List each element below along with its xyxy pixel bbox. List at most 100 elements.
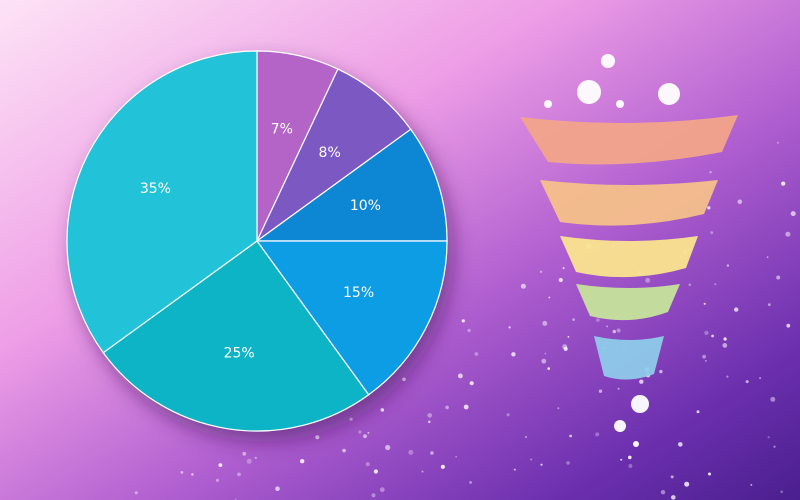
decor-dot [541,358,547,364]
decor-dot [511,352,516,357]
decor-dot [707,206,711,210]
decor-dot [520,283,526,289]
decor-dot [745,380,749,384]
decor-dot [705,360,707,362]
decor-dot [506,413,510,417]
funnel-illustration [520,54,738,447]
decor-dot [726,264,730,267]
decor-dot [703,302,706,305]
bubble [577,80,601,104]
funnel-band [594,336,664,380]
slice-label: 7% [271,122,293,138]
decor-dot [670,475,674,479]
decor-dot [767,436,770,439]
decor-dot [776,141,779,144]
decor-dot [572,318,575,321]
bubble [631,395,649,413]
decor-dot [349,417,353,421]
decor-dot [458,373,463,379]
decor-dot [726,375,729,378]
decor-dot [678,442,683,447]
decor-dot [714,283,717,286]
decor-dot [430,451,434,455]
decor-dot [557,407,560,410]
decor-dot [704,330,709,335]
decor-dot [723,337,727,341]
decor-dot [469,381,474,386]
decor-dot [759,377,762,380]
pie-slice [255,240,448,396]
decor-dot [548,296,551,299]
decor-dot [461,319,465,323]
bubble [616,100,624,108]
decor-dot [628,464,633,468]
decor-dot [237,472,241,477]
decor-dot [342,448,346,453]
decor-dot [702,354,706,359]
decor-dot [562,267,565,270]
decor-dot [567,336,570,338]
decor-dot [785,231,791,237]
decor-dot [275,486,280,492]
bubble [633,441,639,447]
decor-dot [598,389,603,393]
decor-dot [684,481,690,487]
pie-slice [255,128,448,242]
decor-dot [617,387,620,390]
slice-label: 10% [350,198,381,214]
slice-label: 25% [224,346,255,362]
decor-dot [562,344,568,350]
bubble [658,83,680,105]
decor-dot [710,231,714,235]
decor-dot [595,432,600,437]
decor-dot [365,462,370,467]
decor-dot [463,404,469,410]
decor-dot [766,256,769,259]
decor-dot [786,323,791,328]
decor-dot [380,408,385,412]
decor-dot [427,413,433,418]
decor-dot [547,367,550,370]
decor-dot [688,283,692,287]
decor-dot [421,470,424,473]
slice-label: 35% [140,181,171,197]
decor-dot [616,328,621,333]
decor-dot [722,343,728,348]
decor-dot [134,491,138,495]
decor-dot [539,270,543,273]
decor-dot [711,334,714,338]
slice-label: 15% [343,285,374,301]
funnel-band [540,180,718,226]
decor-dot [513,468,516,471]
decor-dot [780,490,783,494]
decor-dot [408,449,414,455]
decor-dot [315,435,320,440]
decor-dot [620,458,623,461]
funnel-band [576,284,680,321]
decor-dot [358,430,362,434]
pie-slice [256,68,412,242]
decor-dot [467,328,471,333]
decor-dot [639,379,644,384]
decor-dot [455,456,457,458]
decor-dot [660,490,666,495]
decor-dot [596,318,600,322]
decor-dot [300,459,305,464]
pie [66,50,448,432]
decor-dot [385,444,391,451]
decor-dot [371,493,376,498]
decor-dot [180,471,184,474]
decor-dot [781,181,786,186]
bubble [601,54,615,68]
decor-dot [379,487,385,493]
slice-label: 8% [319,145,341,161]
bubble [614,420,626,432]
decor-dot [612,329,616,334]
funnel-band [560,236,698,278]
decor-dot [709,171,712,174]
pie-slice [66,50,258,354]
decor-dot [373,469,378,474]
decor-dot [563,346,568,351]
